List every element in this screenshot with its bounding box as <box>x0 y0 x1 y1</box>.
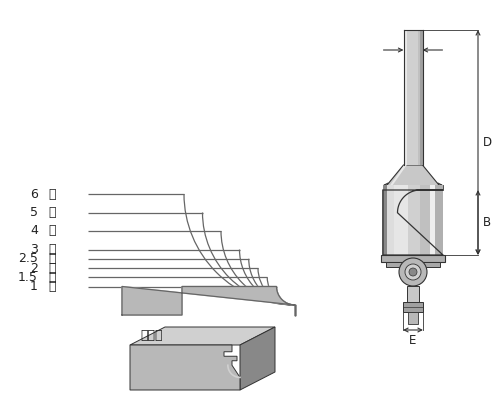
Text: 分: 分 <box>48 262 56 275</box>
Polygon shape <box>130 327 275 345</box>
Text: 分: 分 <box>48 271 56 284</box>
Bar <box>435 185 443 255</box>
Text: 5: 5 <box>30 206 38 219</box>
Bar <box>431 190 436 255</box>
Text: 分: 分 <box>48 187 56 200</box>
Polygon shape <box>130 345 240 390</box>
Bar <box>404 30 422 165</box>
Polygon shape <box>122 286 295 315</box>
Circle shape <box>405 264 421 280</box>
Text: 分: 分 <box>48 280 56 293</box>
Polygon shape <box>383 190 443 255</box>
Text: 分: 分 <box>48 225 56 237</box>
Bar <box>422 190 431 255</box>
Text: 分: 分 <box>48 252 56 265</box>
Text: A: A <box>409 168 417 181</box>
Bar <box>420 30 422 165</box>
Bar <box>403 302 423 312</box>
Circle shape <box>399 258 427 286</box>
Text: 2.5: 2.5 <box>18 252 38 265</box>
Bar <box>386 185 394 255</box>
Bar <box>383 185 386 255</box>
Text: 6: 6 <box>30 187 38 200</box>
Bar <box>418 30 420 165</box>
Bar <box>408 185 420 255</box>
Text: 1: 1 <box>30 280 38 293</box>
Text: S: S <box>410 33 416 46</box>
Bar <box>408 312 418 324</box>
Bar <box>420 185 430 255</box>
Text: D: D <box>483 136 492 149</box>
Polygon shape <box>383 165 443 190</box>
Text: 3: 3 <box>30 243 38 256</box>
Text: 2: 2 <box>30 262 38 275</box>
Bar <box>394 185 408 255</box>
Bar <box>407 286 419 302</box>
Bar <box>395 190 410 255</box>
Bar <box>405 30 407 165</box>
Text: B: B <box>483 216 491 229</box>
Bar <box>404 30 405 165</box>
Bar <box>383 190 387 255</box>
Bar <box>436 190 443 255</box>
Text: 1.5: 1.5 <box>18 271 38 284</box>
Bar <box>383 190 443 255</box>
Bar <box>430 185 435 255</box>
Bar <box>387 190 395 255</box>
Text: 分: 分 <box>48 243 56 256</box>
Circle shape <box>409 268 417 276</box>
Text: 被削材: 被削材 <box>141 329 164 342</box>
Text: 分: 分 <box>48 206 56 219</box>
Polygon shape <box>240 327 275 390</box>
Bar <box>407 30 418 165</box>
Bar <box>381 255 445 262</box>
Text: E: E <box>410 334 416 347</box>
Bar <box>386 262 440 267</box>
Bar <box>410 190 422 255</box>
Text: 4: 4 <box>30 225 38 237</box>
